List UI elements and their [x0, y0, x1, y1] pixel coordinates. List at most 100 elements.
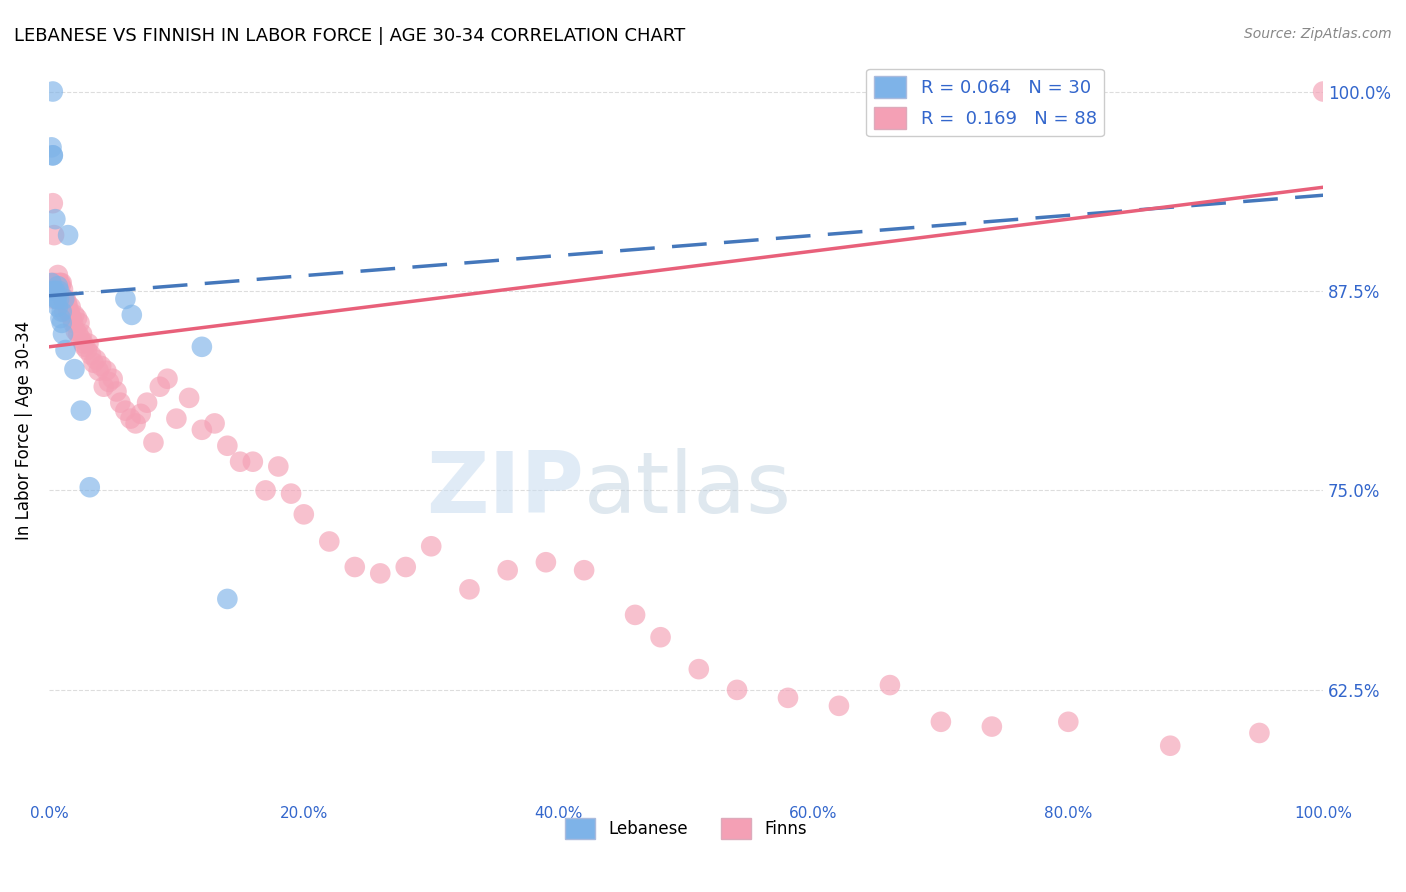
Point — [114, 403, 136, 417]
Point — [41, 140, 63, 154]
Point — [49, 279, 72, 293]
Point — [66, 311, 89, 326]
Point — [53, 292, 76, 306]
Point — [51, 304, 73, 318]
Point — [828, 698, 851, 713]
Point — [76, 343, 98, 357]
Point — [96, 364, 118, 378]
Text: Source: ZipAtlas.com: Source: ZipAtlas.com — [1244, 27, 1392, 41]
Point — [149, 380, 172, 394]
Point — [52, 282, 75, 296]
Point — [191, 423, 214, 437]
Point — [124, 417, 146, 431]
Point — [45, 292, 67, 306]
Point — [879, 678, 901, 692]
Point — [52, 326, 75, 341]
Point — [572, 563, 595, 577]
Point — [58, 304, 80, 318]
Point — [42, 196, 65, 211]
Point — [51, 276, 73, 290]
Point — [110, 395, 132, 409]
Point — [60, 311, 83, 326]
Point — [53, 295, 76, 310]
Point — [688, 662, 710, 676]
Point — [458, 582, 481, 597]
Point — [1249, 726, 1271, 740]
Point — [49, 276, 72, 290]
Point — [97, 375, 120, 389]
Point — [866, 85, 889, 99]
Point — [56, 228, 79, 243]
Legend: Lebanese, Finns: Lebanese, Finns — [558, 812, 814, 846]
Point — [217, 591, 239, 606]
Point — [179, 391, 201, 405]
Point — [48, 292, 70, 306]
Point — [62, 316, 84, 330]
Point — [72, 336, 94, 351]
Point — [42, 276, 65, 290]
Point — [121, 308, 143, 322]
Point — [77, 336, 100, 351]
Point — [420, 539, 443, 553]
Point — [73, 340, 96, 354]
Point — [1057, 714, 1080, 729]
Point — [129, 407, 152, 421]
Point — [59, 300, 82, 314]
Point — [136, 395, 159, 409]
Point — [69, 316, 91, 330]
Point — [44, 276, 66, 290]
Point — [343, 560, 366, 574]
Point — [56, 300, 79, 314]
Point — [51, 289, 73, 303]
Point — [48, 284, 70, 298]
Point — [929, 714, 952, 729]
Point — [156, 372, 179, 386]
Point — [776, 690, 799, 705]
Point — [1312, 85, 1334, 99]
Point — [395, 560, 418, 574]
Point — [51, 316, 73, 330]
Point — [93, 380, 115, 394]
Point — [292, 508, 315, 522]
Point — [46, 300, 69, 314]
Point — [80, 348, 103, 362]
Point — [1159, 739, 1181, 753]
Point — [46, 279, 69, 293]
Point — [101, 372, 124, 386]
Point — [65, 324, 87, 338]
Point — [69, 403, 91, 417]
Point — [44, 284, 66, 298]
Point — [204, 417, 226, 431]
Point — [48, 276, 70, 290]
Point — [42, 292, 65, 306]
Point — [46, 268, 69, 282]
Point — [725, 682, 748, 697]
Point — [142, 435, 165, 450]
Point — [318, 534, 340, 549]
Point — [105, 384, 128, 399]
Point — [280, 486, 302, 500]
Point — [980, 720, 1002, 734]
Point — [42, 148, 65, 162]
Point — [55, 292, 77, 306]
Point — [67, 326, 90, 341]
Point — [267, 459, 290, 474]
Point — [49, 311, 72, 326]
Point — [83, 356, 105, 370]
Point — [53, 304, 76, 318]
Point — [496, 563, 519, 577]
Point — [84, 352, 107, 367]
Point — [624, 607, 647, 622]
Point — [217, 439, 239, 453]
Point — [45, 292, 67, 306]
Point — [90, 359, 112, 373]
Point — [46, 284, 69, 298]
Point — [56, 295, 79, 310]
Point — [368, 566, 391, 581]
Point — [254, 483, 277, 498]
Point — [42, 284, 65, 298]
Point — [44, 212, 66, 227]
Point — [52, 292, 75, 306]
Point — [63, 308, 86, 322]
Point — [120, 411, 142, 425]
